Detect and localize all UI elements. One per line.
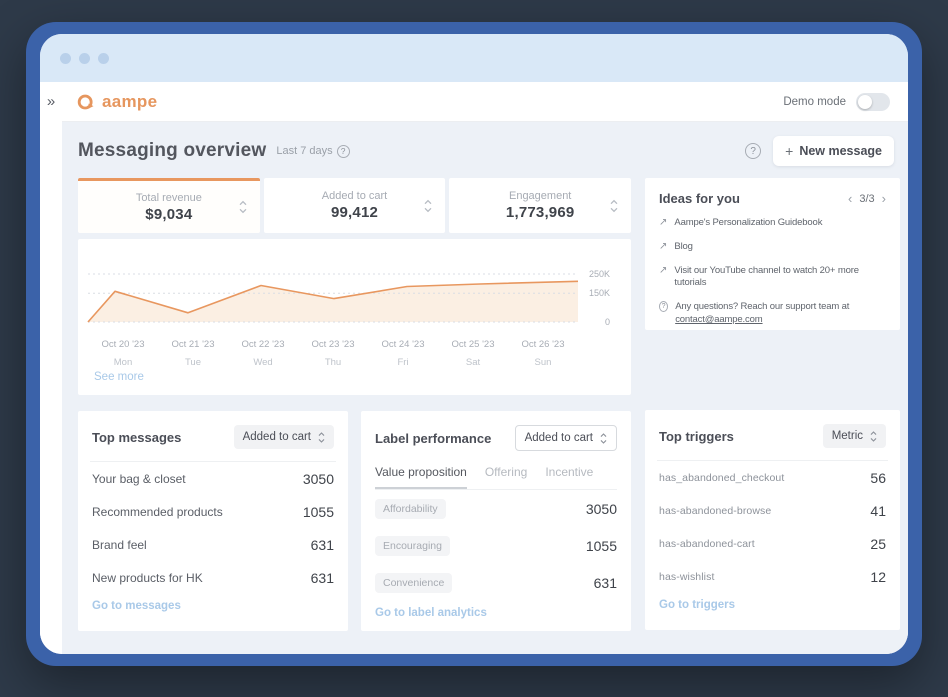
label-row[interactable]: Convenience 631: [375, 564, 617, 601]
page-content: Messaging overview Last 7 days ? ? + New…: [62, 122, 908, 654]
metric-label: Added to cart: [321, 190, 388, 202]
idea-item-support: ? Any questions? Reach our support team …: [659, 301, 886, 327]
metric-value: 99,412: [330, 204, 379, 221]
period-label: Last 7 days ?: [276, 144, 350, 158]
tab-incentive[interactable]: Incentive: [545, 465, 594, 479]
chevron-updown-icon: [600, 432, 607, 444]
revenue-area-chart: 250K 150K 0: [87, 269, 610, 327]
message-row[interactable]: Recommended products 1055: [92, 503, 334, 520]
top-triggers-panel: Top triggers Metric: [645, 410, 900, 630]
divider: [657, 460, 888, 461]
label-performance-filter-dropdown[interactable]: Added to cart: [514, 425, 617, 451]
pagination-prev-icon[interactable]: ‹: [848, 191, 853, 206]
panel-title: Top messages: [92, 429, 182, 445]
demo-mode-label: Demo mode: [783, 95, 846, 108]
chart-line: [87, 280, 579, 323]
metric-value: $9,034: [145, 205, 193, 223]
go-to-triggers-link[interactable]: Go to triggers: [659, 599, 736, 611]
metric-tab-total-revenue[interactable]: Total revenue $9,034: [78, 178, 260, 233]
metric-tab-added-to-cart[interactable]: Added to cart 99,412: [263, 178, 446, 233]
divider: [90, 461, 336, 462]
x-axis-label: Oct 22 '23 Wed: [241, 339, 285, 368]
external-link-icon: ↗: [659, 240, 668, 252]
trigger-row[interactable]: has_abandoned_checkout 56: [659, 469, 886, 486]
idea-item[interactable]: ↗ Blog: [659, 240, 693, 252]
trigger-row[interactable]: has-wishlist 12: [659, 568, 886, 585]
pagination-next-icon[interactable]: ›: [881, 191, 886, 206]
y-axis-tick: 150K: [589, 288, 610, 298]
titlebar: [40, 34, 908, 82]
metric-selector-icon[interactable]: [424, 199, 432, 212]
x-axis-label: Oct 24 '23 Fri: [381, 339, 425, 368]
window-dot: [60, 52, 71, 64]
logo-text: aampe: [102, 91, 158, 111]
go-to-messages-link[interactable]: Go to messages: [92, 600, 181, 612]
panel-title: Top triggers: [659, 428, 734, 444]
metric-tabs: Total revenue $9,034 Added to cart: [78, 178, 632, 233]
panel-title: Ideas for you: [659, 191, 740, 206]
app-window: » aampe Demo mode: [40, 34, 908, 654]
collapsed-sidebar: »: [40, 82, 62, 654]
ideas-for-you-panel: Ideas for you ‹ 3/3 › ↗ Aampe's: [645, 178, 900, 330]
plus-icon: +: [785, 143, 794, 159]
period-help-icon[interactable]: ?: [336, 144, 350, 158]
panel-title: Label performance: [375, 430, 492, 446]
idea-item[interactable]: ↗ Aampe's Personalization Guidebook: [659, 217, 823, 228]
see-more-link[interactable]: See more: [94, 371, 144, 383]
message-row[interactable]: Brand feel 631: [92, 536, 334, 553]
metric-selector-icon[interactable]: [239, 200, 247, 214]
y-axis-tick: 250K: [589, 269, 610, 279]
chart-area-fill: [88, 281, 578, 322]
label-row[interactable]: Encouraging 1055: [375, 527, 617, 564]
chart-x-axis: Oct 20 '23 Mon Oct 21 '23 Tue Oct 22 '23 Wed O…: [88, 333, 578, 368]
x-axis-label: Oct 26 '23 Sun: [521, 339, 565, 368]
aampe-logo-icon: [77, 94, 94, 109]
pagination-count: 3/3: [859, 192, 875, 205]
trigger-row[interactable]: has-abandoned-cart 25: [659, 535, 886, 552]
message-row[interactable]: Your bag & closet 3050: [92, 470, 334, 487]
x-axis-label: Oct 25 '23 Sat: [451, 339, 495, 368]
expand-sidebar-icon[interactable]: »: [46, 93, 56, 110]
x-axis-label: Oct 20 '23 Mon: [101, 339, 145, 368]
label-performance-panel: Label performance Added to cart: [361, 411, 631, 631]
go-to-label-analytics-link[interactable]: Go to label analytics: [375, 607, 487, 619]
tab-offering[interactable]: Offering: [484, 465, 528, 479]
external-link-icon: ↗: [659, 217, 668, 228]
y-axis-tick: 0: [605, 317, 610, 327]
toggle-knob: [858, 94, 872, 109]
metric-tab-engagement[interactable]: Engagement 1,773,969: [449, 178, 632, 233]
question-icon: ?: [659, 301, 669, 313]
metric-selector-icon[interactable]: [610, 199, 618, 212]
tab-value-proposition[interactable]: Value proposition: [375, 465, 467, 489]
metric-label: Total revenue: [135, 191, 202, 204]
support-email-link[interactable]: contact@aampe.com: [675, 314, 763, 326]
aampe-logo[interactable]: aampe: [76, 92, 157, 112]
help-icon[interactable]: ?: [745, 143, 762, 159]
window-dot: [79, 52, 90, 64]
top-messages-filter-dropdown[interactable]: Added to cart: [233, 425, 334, 449]
label-tabs: Value proposition Offering Incentive: [375, 465, 617, 490]
idea-item[interactable]: ↗ Visit our YouTube channel to watch 20+…: [659, 264, 859, 289]
window-dot: [98, 52, 109, 64]
message-row[interactable]: New products for HK 631: [92, 569, 334, 586]
x-axis-label: Oct 23 '23 Thu: [311, 339, 355, 368]
chevron-updown-icon: [318, 431, 325, 443]
x-axis-label: Oct 21 '23 Tue: [171, 339, 215, 368]
metric-label: Engagement: [508, 190, 572, 202]
new-message-button[interactable]: + New message: [773, 136, 894, 166]
metric-value: 1,773,969: [505, 204, 575, 221]
label-row[interactable]: Affordability 3050: [375, 490, 617, 527]
page-title: Messaging overview: [78, 140, 267, 161]
external-link-icon: ↗: [659, 264, 668, 276]
window-frame: » aampe Demo mode: [26, 22, 922, 666]
app-header: aampe Demo mode: [62, 82, 908, 122]
trigger-row[interactable]: has-abandoned-browse 41: [659, 502, 886, 519]
chevron-updown-icon: [870, 430, 877, 442]
demo-mode-toggle[interactable]: [856, 92, 890, 111]
top-messages-panel: Top messages Added to cart: [78, 411, 348, 631]
revenue-chart-card: 250K 150K 0 Oct 20 '23 Mon Oct 21 '23 Tue Oct …: [78, 239, 631, 395]
top-triggers-metric-dropdown[interactable]: Metric: [822, 424, 886, 448]
